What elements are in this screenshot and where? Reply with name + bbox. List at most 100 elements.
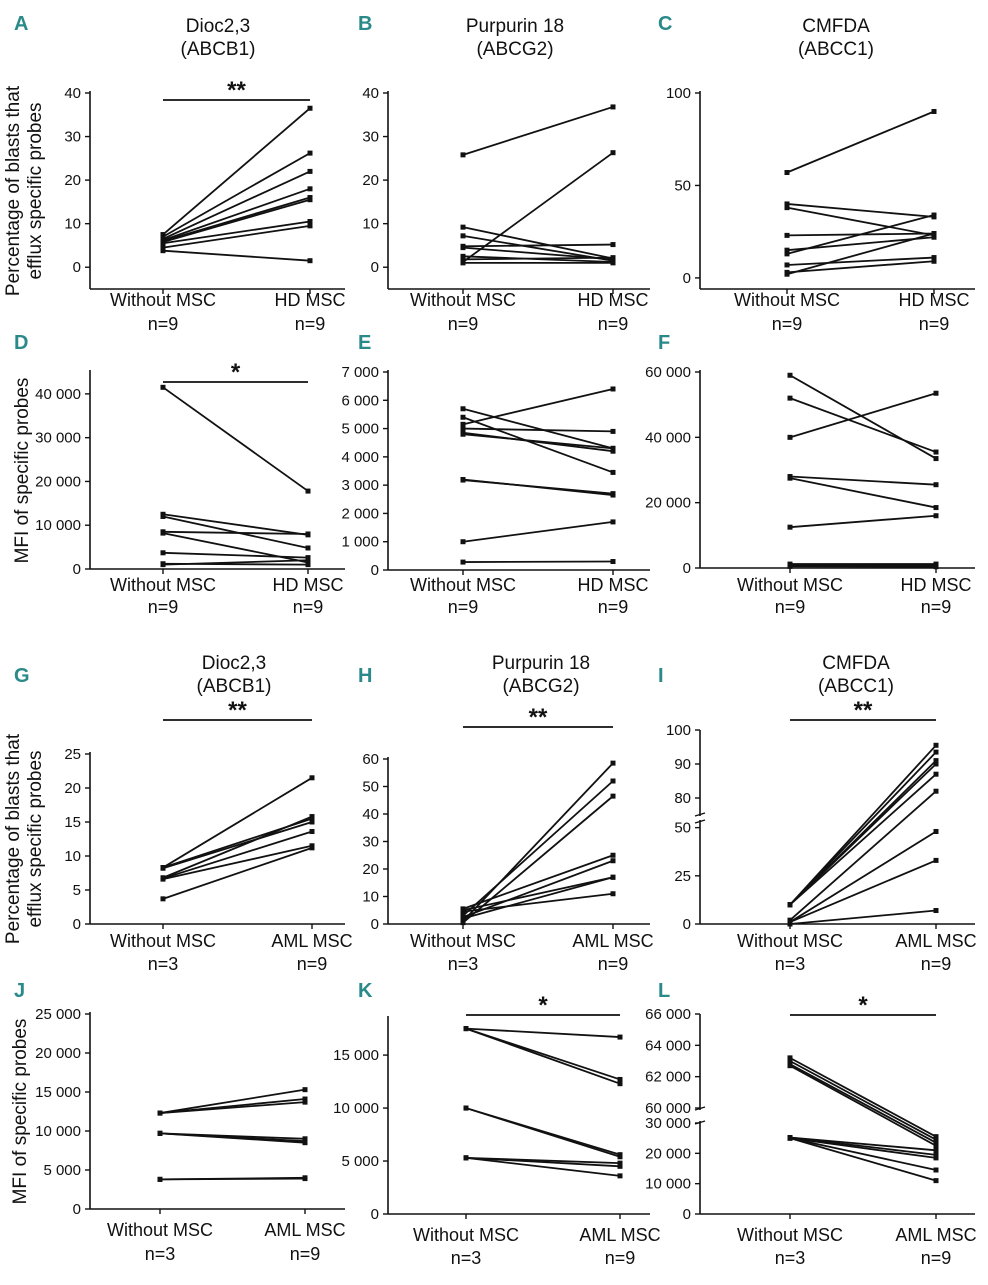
chart-title-c: (ABCC1)	[798, 39, 874, 60]
y-tick-label-d: 40 000	[35, 386, 81, 403]
x-category-label-e: HD MSC	[578, 575, 649, 595]
y-tick-label-l: 10 000	[645, 1176, 691, 1193]
y-tick-label-e: 3 000	[341, 477, 379, 494]
y-tick-label-i: 80	[674, 790, 691, 807]
data-point-c	[785, 251, 790, 256]
data-point-b	[611, 104, 616, 109]
y-tick-label-d: 0	[73, 561, 81, 578]
data-point-a	[161, 241, 166, 246]
series-line-j	[160, 1102, 305, 1113]
panel-letter-j: J	[14, 980, 25, 1002]
y-tick-label-i: 0	[683, 916, 691, 933]
series-line-e	[463, 434, 613, 448]
y-tick-label-a: 0	[73, 259, 81, 276]
n-label-b: n=9	[448, 314, 479, 334]
y-tick-label-a: 30	[64, 129, 81, 146]
data-point-l	[934, 1178, 939, 1183]
y-axis-label-d: MFI of specific probes	[12, 378, 33, 564]
data-point-k	[464, 1155, 469, 1160]
panel-letter-h: H	[358, 665, 372, 687]
data-point-i	[788, 922, 793, 927]
data-point-j	[158, 1111, 163, 1116]
series-line-c	[787, 261, 934, 272]
y-tick-label-b: 10	[362, 216, 379, 233]
series-line-h	[463, 796, 613, 923]
data-point-f	[788, 564, 793, 569]
series-line-l	[790, 1138, 936, 1155]
series-line-l	[790, 1066, 936, 1146]
data-point-d	[161, 385, 166, 390]
x-category-label-f: Without MSC	[737, 575, 843, 595]
data-point-c	[932, 231, 937, 236]
n-label-d: n=9	[293, 597, 324, 617]
data-point-e	[461, 406, 466, 411]
data-point-i	[934, 762, 939, 767]
data-point-g	[310, 845, 315, 850]
data-point-e	[611, 491, 616, 496]
data-point-l	[934, 1148, 939, 1153]
y-tick-label-j: 25 000	[35, 1006, 81, 1023]
series-line-i	[790, 752, 936, 905]
y-tick-label-i: 25	[674, 868, 691, 885]
data-point-a	[308, 106, 313, 111]
x-category-label-c: Without MSC	[734, 290, 840, 310]
y-tick-label-l: 60 000	[645, 1100, 691, 1117]
data-point-b	[461, 260, 466, 265]
y-tick-label-e: 4 000	[341, 449, 379, 466]
series-line-f	[790, 398, 936, 452]
data-point-k	[618, 1035, 623, 1040]
chart-title-a: (ABCB1)	[181, 39, 256, 60]
series-line-e	[463, 480, 613, 494]
y-tick-label-g: 0	[73, 916, 81, 933]
data-point-f	[788, 435, 793, 440]
series-line-e	[463, 522, 613, 542]
series-line-l	[790, 1064, 936, 1143]
y-tick-label-b: 30	[362, 129, 379, 146]
y-tick-label-h: 0	[371, 916, 379, 933]
panel-letter-c: C	[658, 13, 672, 35]
data-point-e	[461, 415, 466, 420]
y-tick-label-h: 10	[362, 889, 379, 906]
data-point-a	[308, 197, 313, 202]
x-category-label-b: HD MSC	[578, 290, 649, 310]
series-line-l	[790, 1061, 936, 1140]
y-tick-label-j: 15 000	[35, 1084, 81, 1101]
n-label-d: n=9	[148, 597, 179, 617]
data-point-e	[461, 560, 466, 565]
data-point-k	[618, 1164, 623, 1169]
y-tick-label-k: 0	[371, 1206, 379, 1223]
data-point-h	[611, 891, 616, 896]
data-point-i	[934, 858, 939, 863]
panel-letter-l: L	[658, 980, 670, 1002]
n-label-e: n=9	[448, 597, 479, 617]
n-label-e: n=9	[598, 597, 629, 617]
y-tick-label-h: 60	[362, 751, 379, 768]
y-tick-label-b: 0	[371, 259, 379, 276]
n-label-k: n=3	[451, 1248, 482, 1268]
data-point-a	[161, 248, 166, 253]
y-tick-label-f: 60 000	[645, 364, 691, 381]
data-point-c	[785, 272, 790, 277]
n-label-h: n=9	[598, 954, 629, 974]
data-point-h	[611, 853, 616, 858]
data-point-i	[934, 829, 939, 834]
y-axis-label-j: MFI of specific probes	[10, 1019, 31, 1205]
data-point-f	[934, 456, 939, 461]
x-category-label-j: AML MSC	[264, 1220, 345, 1240]
series-line-i	[790, 831, 936, 922]
data-point-h	[611, 779, 616, 784]
y-tick-label-e: 6 000	[341, 392, 379, 409]
data-point-f	[788, 396, 793, 401]
data-point-l	[934, 1168, 939, 1173]
y-tick-label-l: 64 000	[645, 1037, 691, 1054]
panel-letter-e: E	[358, 332, 371, 354]
data-point-g	[161, 877, 166, 882]
y-tick-label-g: 20	[64, 780, 81, 797]
data-point-j	[303, 1140, 308, 1145]
data-point-g	[161, 896, 166, 901]
data-point-c	[785, 262, 790, 267]
data-point-d	[306, 545, 311, 550]
y-axis-label-a: Percentage of blasts that	[3, 85, 24, 296]
n-label-c: n=9	[772, 314, 803, 334]
y-tick-label-d: 30 000	[35, 430, 81, 447]
